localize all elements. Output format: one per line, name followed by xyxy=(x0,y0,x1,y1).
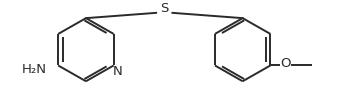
Text: N: N xyxy=(113,65,123,78)
Text: S: S xyxy=(160,2,168,15)
Text: O: O xyxy=(280,57,291,69)
Text: H₂N: H₂N xyxy=(22,63,47,76)
